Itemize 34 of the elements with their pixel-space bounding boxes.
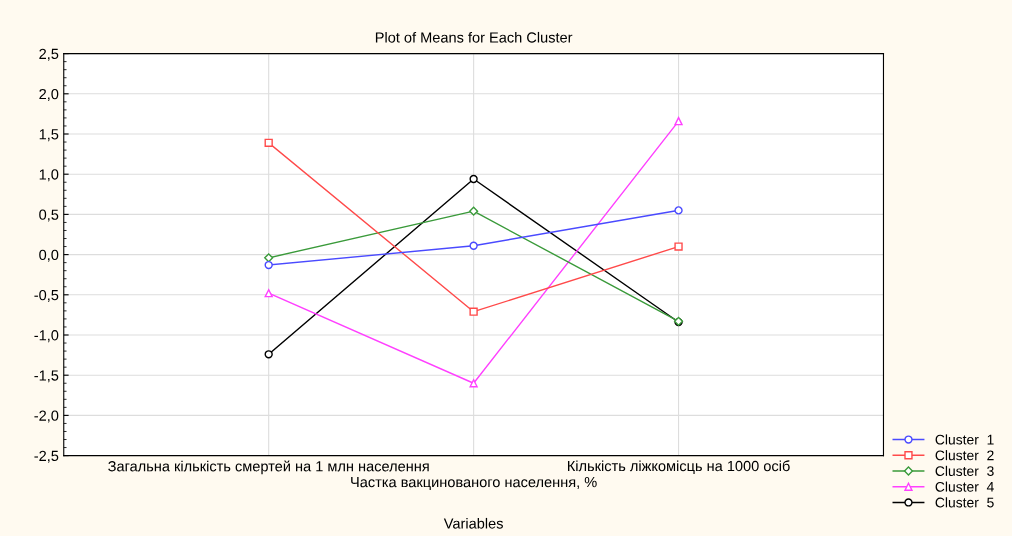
point [264, 138, 273, 148]
y-tick-label: 2,0 [39, 88, 59, 101]
point [264, 260, 273, 270]
point [468, 206, 479, 216]
point [674, 116, 683, 126]
y-tick-label: 0,0 [39, 249, 59, 262]
y-tick-label: 1,5 [39, 129, 59, 142]
point [469, 241, 478, 250]
y-tick-label: 0,5 [39, 209, 59, 222]
chart-title: Plot of Means for Each Cluster [375, 31, 573, 43]
y-tick-label: -1,0 [34, 330, 59, 343]
y-tick-label: 2,5 [39, 48, 59, 61]
x-tick-label: Частка вакцинованого населення, % [351, 476, 597, 491]
y-tick-label: -1,5 [34, 370, 59, 383]
point [469, 307, 478, 316]
x-axis-title: Variables [443, 517, 503, 529]
y-tick-label: 1,0 [39, 169, 59, 182]
legend-label: Cluster 1 [935, 434, 994, 445]
x-tick-label: Кількість ліжкомісць на 1000 осіб [567, 460, 790, 474]
point [469, 174, 478, 184]
legend-label: Cluster 2 [935, 450, 994, 461]
point [264, 350, 273, 359]
y-tick-label: -2,0 [34, 410, 59, 423]
legend-label: Cluster 4 [935, 481, 994, 492]
point [264, 253, 274, 263]
y-tick-label: -0,5 [34, 289, 59, 302]
y-tick-label: -2,5 [34, 450, 59, 463]
x-tick-label: Загальна кількість смертей на 1 млн населення [108, 460, 429, 475]
point [264, 289, 273, 298]
legend-label: Cluster 5 [935, 497, 994, 508]
point [674, 206, 683, 215]
point [674, 242, 683, 251]
point [469, 379, 478, 388]
legend-label: Cluster 3 [935, 465, 994, 476]
